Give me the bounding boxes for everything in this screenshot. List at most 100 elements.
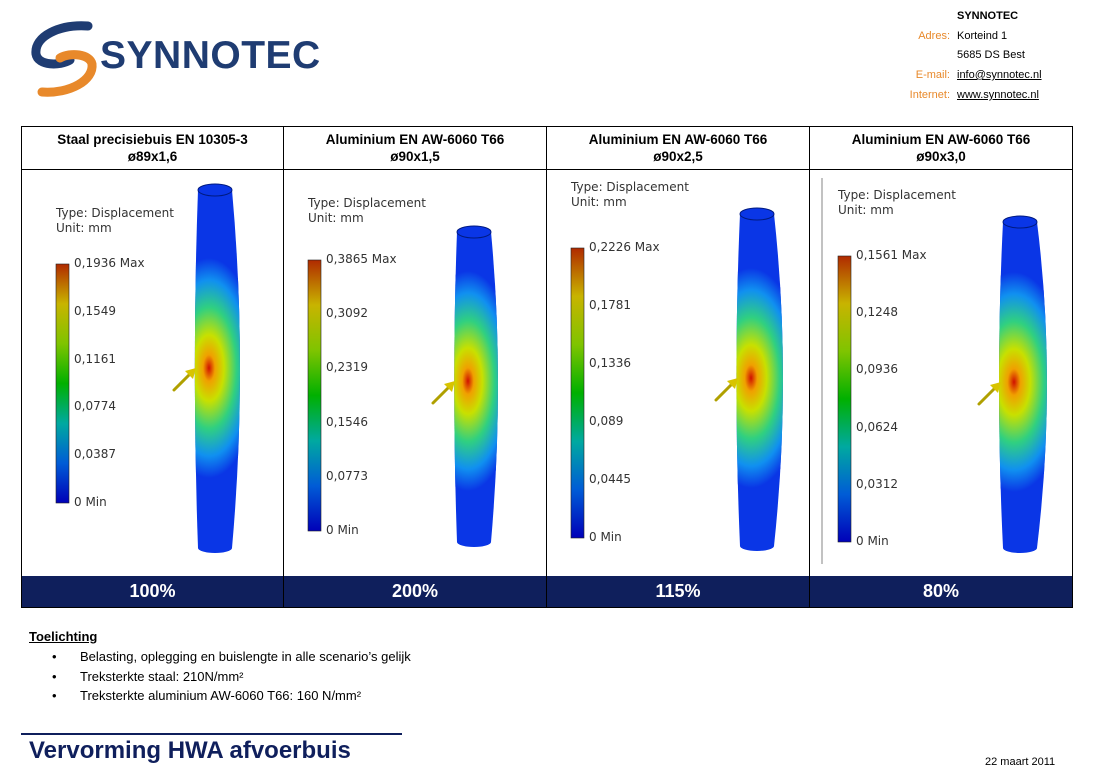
list-item: Treksterkte staal: 210N/mm² [52,667,411,687]
pipe-bottom-end [1003,543,1037,553]
pipe-bottom-end [740,541,774,551]
legend-tick-label: 0,2226 Max [589,240,660,254]
logo-wordmark: SYNNOTEC [100,34,321,77]
legend-tick-label: 0,0936 [856,362,898,377]
address-line1: Korteind 1 [957,30,1008,42]
legend-tick-label: 0 Min [74,495,107,509]
scenario-dimension: ø90x1,5 [390,149,440,164]
scenario-column: Staal precisiebuis EN 10305-3 ø89x1,6 Type… [22,127,284,607]
pipe-body [194,190,240,548]
footer-date: 22 maart 2011 [985,756,1056,768]
pipe-top-end [739,207,775,221]
result-type-label: Type: Displacement [571,180,689,194]
pipe-top-end [1002,215,1038,229]
result-type-label: Type: Displacement [56,206,174,220]
legend-tick-label: 0,1336 [589,356,631,370]
synnotec-swoosh-icon [31,21,97,97]
notes-title: Toelichting [29,629,98,644]
legend-tick-label: 0,3865 Max [326,252,397,266]
legend-tick-label: 0,3092 [326,306,368,321]
legend-tick-label: 0,0445 [589,472,631,486]
scenario-material: Aluminium EN AW-6060 T66 [588,132,768,147]
scenario-header: Aluminium EN AW-6060 T66 ø90x1,5 [284,127,546,170]
footer-rule [21,733,402,735]
legend-tick-label: 0 Min [856,534,889,548]
scenario-result-percentage: 80% [810,576,1072,607]
result-unit-label: Unit: mm [838,203,894,217]
result-unit-label: Unit: mm [56,221,112,235]
scenario-material: Aluminium EN AW-6060 T66 [851,132,1031,147]
legend-tick-label: 0,1161 [74,351,116,366]
pipe-simulation-graphic [821,178,1047,564]
pipe-body [999,222,1047,548]
displacement-plot: Type: Displacement Unit: mm 0,1561 Max 0,12… [810,170,1072,576]
legend-color-bar [307,259,322,532]
displacement-plot: Type: Displacement Unit: mm 0,3865 Max 0,30… [284,170,546,576]
legend-tick-label: 0,1248 [856,305,898,320]
pipe-top-end [197,183,233,197]
legend-tick-label: 0 Min [589,530,622,544]
displacement-plot: Type: Displacement Unit: mm 0,1936 Max 0,15… [22,170,283,576]
result-unit-label: Unit: mm [308,211,364,225]
pipe-top-end [456,225,492,239]
legend-tick-label: 0,089 [589,414,624,428]
scenario-column: Aluminium EN AW-6060 T66 ø90x3,0 Type: Dis… [810,127,1072,607]
load-arrow-head-icon [444,381,455,392]
legend-tick-label: 0,1936 Max [74,256,145,270]
pipe-bottom-end [198,543,232,553]
legend-tick-label: 0,0312 [856,476,898,491]
email-link[interactable]: info@synnotec.nl [957,69,1042,81]
synnotec-logo [30,20,290,98]
legend-tick-label: 0,1549 [74,303,116,318]
pipe-simulation-graphic [570,207,783,551]
legend-tick-label: 0 Min [326,523,359,537]
email-label: E-mail: [915,69,950,81]
internet-label: Internet: [909,89,950,101]
footer-title: Vervorming HWA afvoerbuis [29,737,351,764]
scenario-material: Staal precisiebuis EN 10305-3 [57,132,248,147]
displacement-plot: Type: Displacement Unit: mm 0,2226 Max 0,17… [547,170,809,576]
scenario-header: Staal precisiebuis EN 10305-3 ø89x1,6 [22,127,283,170]
legend-tick-label: 0,0773 [326,468,368,483]
pipe-bottom-end [457,537,491,547]
scenario-result-percentage: 200% [284,576,546,607]
legend-tick-label: 0,2319 [326,360,368,375]
legend-tick-label: 0,0624 [856,419,898,434]
legend-tick-label: 0,1781 [589,298,631,312]
legend-tick-label: 0,1561 Max [856,248,927,262]
scenario-dimension: ø90x3,0 [916,149,966,164]
scenario-dimension: ø89x1,6 [127,149,178,164]
scenario-material: Aluminium EN AW-6060 T66 [325,132,505,147]
pipe-simulation-graphic [307,225,498,547]
legend-tick-label: 0,0387 [74,447,116,462]
result-type-label: Type: Displacement [308,196,426,210]
legend-tick-label: 0,1546 [326,414,368,429]
list-item: Belasting, oplegging en buislengte in al… [52,647,411,667]
notes-list: Belasting, oplegging en buislengte in al… [52,647,411,706]
address-label: Adres: [918,30,950,42]
list-item: Treksterkte aluminium AW-6060 T66: 160 N… [52,686,411,706]
contact-company: SYNNOTEC [957,10,1019,22]
legend-tick-label: 0,0774 [74,399,116,414]
scenario-dimension: ø90x2,5 [653,149,703,164]
load-arrow-head-icon [185,368,196,379]
scenario-header: Aluminium EN AW-6060 T66 ø90x2,5 [547,127,809,170]
result-unit-label: Unit: mm [571,195,627,209]
website-link[interactable]: www.synnotec.nl [957,89,1039,101]
pipe-body [736,214,783,546]
scenario-header: Aluminium EN AW-6060 T66 ø90x3,0 [810,127,1072,170]
scenario-result-percentage: 100% [22,576,283,607]
legend-color-bar [570,247,585,539]
load-arrow-head-icon [990,382,1001,393]
scenario-result-percentage: 115% [547,576,809,607]
pipe-body [454,232,498,542]
scenario-column: Aluminium EN AW-6060 T66 ø90x1,5 Type: Dis… [284,127,547,607]
load-arrow-head-icon [727,378,738,389]
legend-color-bar [55,263,70,504]
address-line2: 5685 DS Best [957,49,1025,61]
comparison-table: Staal precisiebuis EN 10305-3 ø89x1,6 Type… [21,126,1073,608]
legend-color-bar [837,255,852,543]
pipe-simulation-graphic [55,183,240,553]
scenario-column: Aluminium EN AW-6060 T66 ø90x2,5 Type: Dis… [547,127,810,607]
result-type-label: Type: Displacement [838,188,956,202]
